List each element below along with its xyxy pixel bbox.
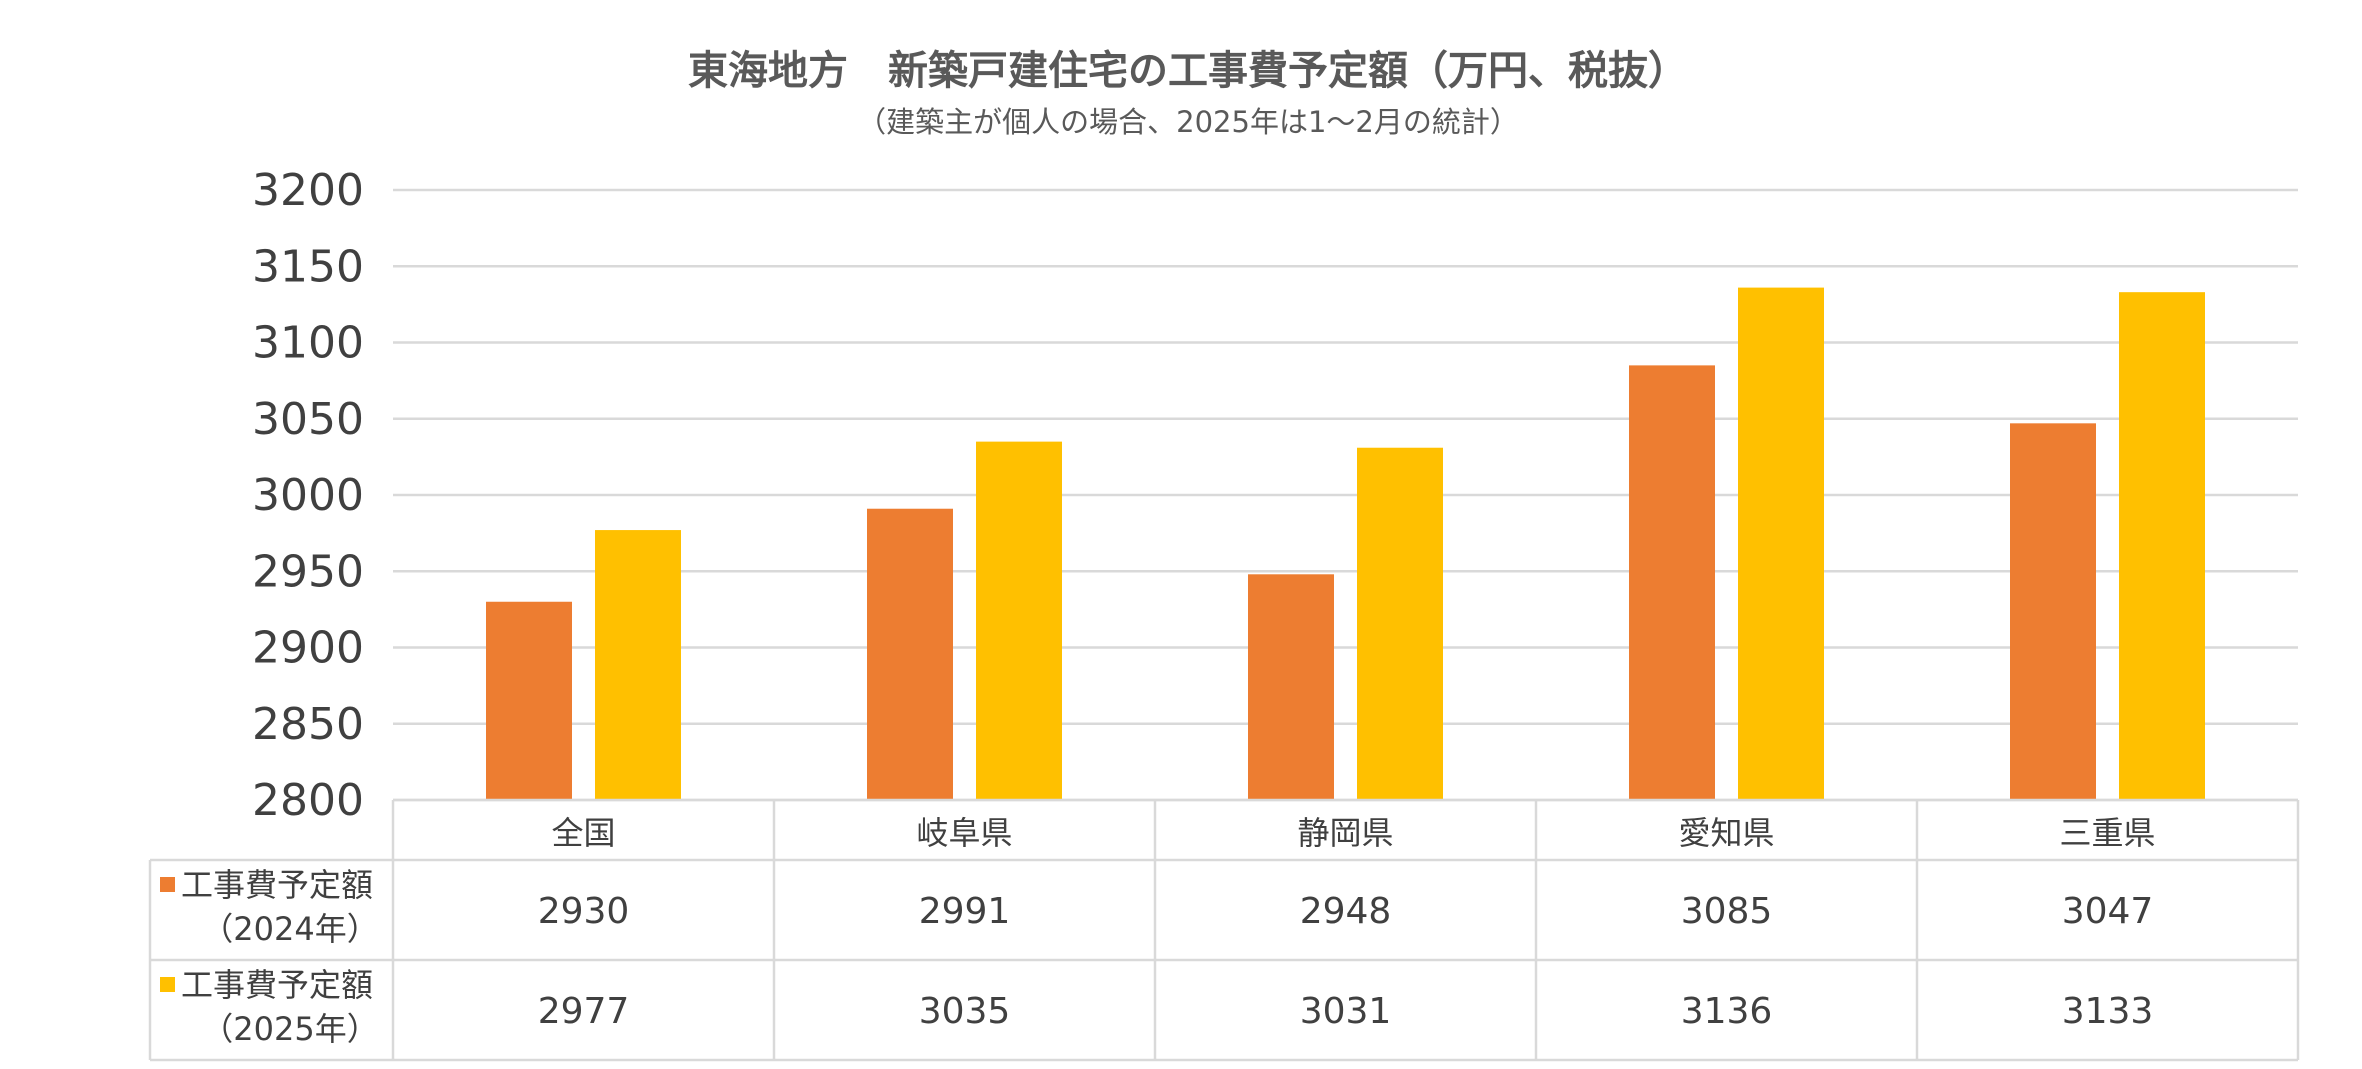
data-label: 3047 <box>2062 891 2154 932</box>
data-label: 2991 <box>919 891 1011 932</box>
bar-2025 <box>1738 287 1824 801</box>
data-label: 2930 <box>538 891 630 932</box>
y-tick-label: 3150 <box>252 241 364 292</box>
legend-label: 工事費予定額 <box>181 866 373 904</box>
data-label: 3133 <box>2062 991 2154 1032</box>
category-label: 全国 <box>551 814 615 852</box>
chart-subtitle: （建築主が個人の場合、2025年は1～2月の統計） <box>857 105 1519 139</box>
data-label: 3136 <box>1681 991 1773 1032</box>
bar-2024 <box>486 601 572 800</box>
bar-2025 <box>1357 447 1443 800</box>
y-tick-label: 3100 <box>252 318 364 369</box>
chart-title: 東海地方 新築戸建住宅の工事費予定額（万円、税抜） <box>688 48 1688 94</box>
data-label: 2977 <box>538 991 630 1032</box>
bars <box>486 287 2205 801</box>
y-tick-label: 2800 <box>252 775 364 826</box>
bar-2025 <box>2119 292 2205 800</box>
legend-label-year: （2025年） <box>201 1010 378 1048</box>
data-label: 2948 <box>1300 891 1392 932</box>
legend-swatch <box>160 877 175 892</box>
y-tick-label: 2950 <box>252 546 364 597</box>
bar-2025 <box>595 530 681 800</box>
bar-2024 <box>1629 365 1715 800</box>
data-label: 3085 <box>1681 891 1773 932</box>
bar-2024 <box>1248 574 1334 800</box>
legend-label: 工事費予定額 <box>181 966 373 1004</box>
bar-2024 <box>867 508 953 800</box>
bar-2024 <box>2010 423 2096 800</box>
data-label: 3035 <box>919 991 1011 1032</box>
y-tick-label: 2900 <box>252 623 364 674</box>
category-label: 愛知県 <box>1678 814 1774 852</box>
bar-2025 <box>976 441 1062 800</box>
data-label: 3031 <box>1300 991 1392 1032</box>
y-axis-ticks: 3200 3150 3100 3050 3000 2950 2900 2850 2800 <box>252 165 364 826</box>
y-tick-label: 3050 <box>252 394 364 445</box>
y-tick-label: 3000 <box>252 470 364 521</box>
y-tick-label: 3200 <box>252 165 364 216</box>
legend-label-year: （2024年） <box>201 910 378 948</box>
category-label: 静岡県 <box>1297 814 1393 852</box>
category-label: 岐阜県 <box>916 814 1012 852</box>
category-label: 三重県 <box>2059 814 2155 852</box>
legend-swatch <box>160 977 175 992</box>
y-tick-label: 2850 <box>252 699 364 750</box>
